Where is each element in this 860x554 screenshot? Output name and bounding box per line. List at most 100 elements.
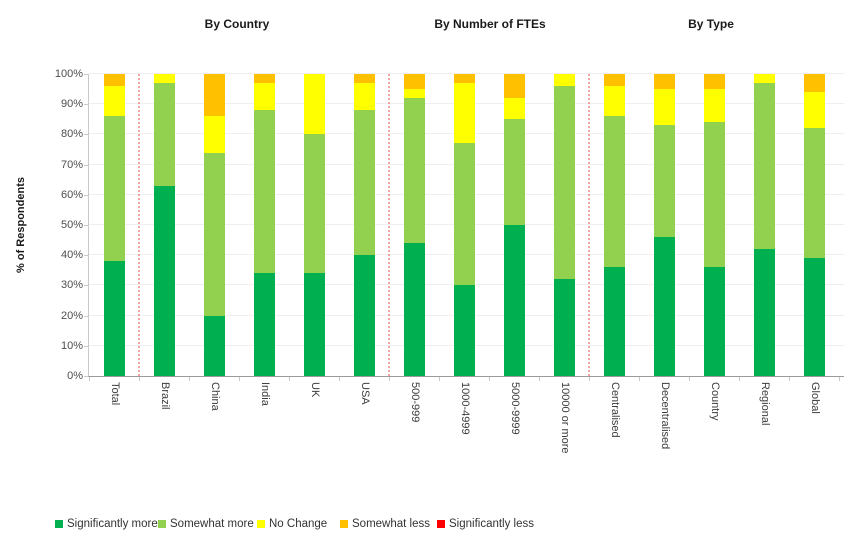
y-tick-label-20: 20% — [60, 309, 83, 322]
bar-segment-significantly-more — [803, 258, 825, 376]
y-tick-label-50: 50% — [60, 219, 83, 231]
legend-label: Somewhat more — [170, 518, 254, 530]
bar-brazil — [153, 74, 175, 376]
bar-decentralised — [653, 74, 675, 376]
group-separator-after-usa — [388, 74, 390, 376]
bar-segment-significantly-more — [203, 315, 225, 376]
y-tick-mark — [84, 194, 88, 196]
group-separator-after-10000-or-more — [588, 74, 590, 376]
bar-1000-4999 — [453, 74, 475, 376]
y-tick-mark — [84, 74, 88, 75]
x-tick-mark — [739, 377, 740, 381]
bar-country — [703, 74, 725, 376]
bar-segment-no-change — [753, 74, 775, 84]
bar-segment-somewhat-less — [703, 74, 725, 90]
x-tick-mark — [439, 377, 440, 381]
legend-item-significantly-more: Significantly more — [55, 518, 158, 530]
x-tick-mark — [589, 377, 590, 381]
legend-item-somewhat-less: Somewhat less — [340, 518, 430, 530]
bar-segment-somewhat-less — [403, 74, 425, 90]
x-tick-mark — [389, 377, 390, 381]
section-header-by-country: By Country — [204, 17, 270, 31]
bar-segment-somewhat-more — [403, 98, 425, 244]
x-axis-label-centralised: Centralised — [609, 382, 621, 438]
y-tick-label-90: 90% — [60, 98, 83, 111]
y-tick-label-80: 80% — [60, 128, 83, 141]
x-tick-mark — [189, 377, 190, 381]
x-axis-label-decentralised: Decentralised — [659, 382, 671, 450]
x-tick-mark — [789, 377, 790, 381]
bar-segment-no-change — [253, 83, 275, 111]
y-tick-mark — [84, 345, 88, 347]
legend-swatch-somewhat-less — [340, 520, 348, 528]
gridline-100 — [89, 73, 844, 74]
y-tick-mark — [84, 255, 88, 257]
bar-india — [253, 74, 275, 376]
bar-segment-no-change — [803, 92, 825, 129]
bar-segment-somewhat-more — [503, 119, 525, 225]
bar-segment-somewhat-less — [803, 74, 825, 93]
bar-segment-somewhat-less — [453, 74, 475, 84]
bar-segment-no-change — [553, 74, 575, 87]
bar-segment-no-change — [303, 74, 325, 135]
bar-segment-significantly-more — [453, 285, 475, 376]
bar-segment-no-change — [403, 89, 425, 99]
x-tick-mark — [539, 377, 540, 381]
y-tick-mark — [84, 376, 88, 377]
bar-5000-9999 — [503, 74, 525, 376]
bar-segment-somewhat-more — [653, 125, 675, 238]
legend-swatch-significantly-less — [437, 520, 445, 528]
bar-segment-somewhat-more — [803, 128, 825, 259]
bar-segment-somewhat-more — [203, 152, 225, 316]
x-tick-mark — [839, 377, 840, 381]
x-axis-label-brazil: Brazil — [159, 382, 171, 410]
bar-segment-no-change — [203, 116, 225, 153]
y-tick-mark — [84, 225, 88, 226]
bar-regional — [753, 74, 775, 376]
bar-segment-no-change — [153, 74, 175, 84]
bar-segment-somewhat-less — [103, 74, 125, 87]
section-header-by-ftes: By Number of FTEs — [434, 17, 546, 31]
x-tick-mark — [239, 377, 240, 381]
group-separator-after-total — [138, 74, 140, 376]
x-tick-mark — [289, 377, 290, 381]
bar-global — [803, 74, 825, 376]
bar-segment-somewhat-more — [553, 86, 575, 280]
legend-label: Significantly less — [449, 518, 535, 530]
bar-500-999 — [403, 74, 425, 376]
y-tick-label-40: 40% — [60, 249, 83, 262]
bar-total — [103, 74, 125, 376]
x-tick-mark — [689, 377, 690, 381]
bar-segment-somewhat-less — [253, 74, 275, 84]
x-tick-mark — [89, 377, 90, 381]
bar-china — [203, 74, 225, 376]
legend-label: Significantly more — [67, 518, 158, 530]
y-tick-label-100: 100% — [54, 68, 83, 80]
bar-segment-no-change — [603, 86, 625, 117]
legend-item-somewhat-more: Somewhat more — [158, 518, 254, 530]
y-tick-label-70: 70% — [60, 158, 83, 171]
x-axis-label-global: Global — [809, 382, 821, 414]
y-tick-label-30: 30% — [60, 279, 83, 292]
bar-segment-somewhat-more — [703, 122, 725, 268]
legend-label: Somewhat less — [352, 518, 430, 530]
y-tick-label-60: 60% — [60, 188, 83, 201]
y-tick-label-10: 10% — [60, 339, 83, 352]
y-axis-title: % of Respondents — [15, 177, 27, 273]
bar-segment-somewhat-more — [153, 83, 175, 186]
x-tick-mark — [339, 377, 340, 381]
bar-segment-significantly-more — [303, 273, 325, 376]
legend-swatch-no-change — [257, 520, 265, 528]
bar-segment-no-change — [103, 86, 125, 117]
bar-segment-somewhat-less — [353, 74, 375, 84]
bar-segment-significantly-more — [653, 237, 675, 376]
bar-uk — [303, 74, 325, 376]
bar-segment-somewhat-more — [453, 143, 475, 286]
bar-segment-somewhat-more — [753, 83, 775, 250]
bar-segment-no-change — [653, 89, 675, 126]
legend-item-significantly-less: Significantly less — [437, 518, 534, 530]
section-header-by-type: By Type — [688, 17, 734, 31]
bar-segment-significantly-more — [403, 243, 425, 376]
bar-segment-somewhat-less — [203, 74, 225, 117]
